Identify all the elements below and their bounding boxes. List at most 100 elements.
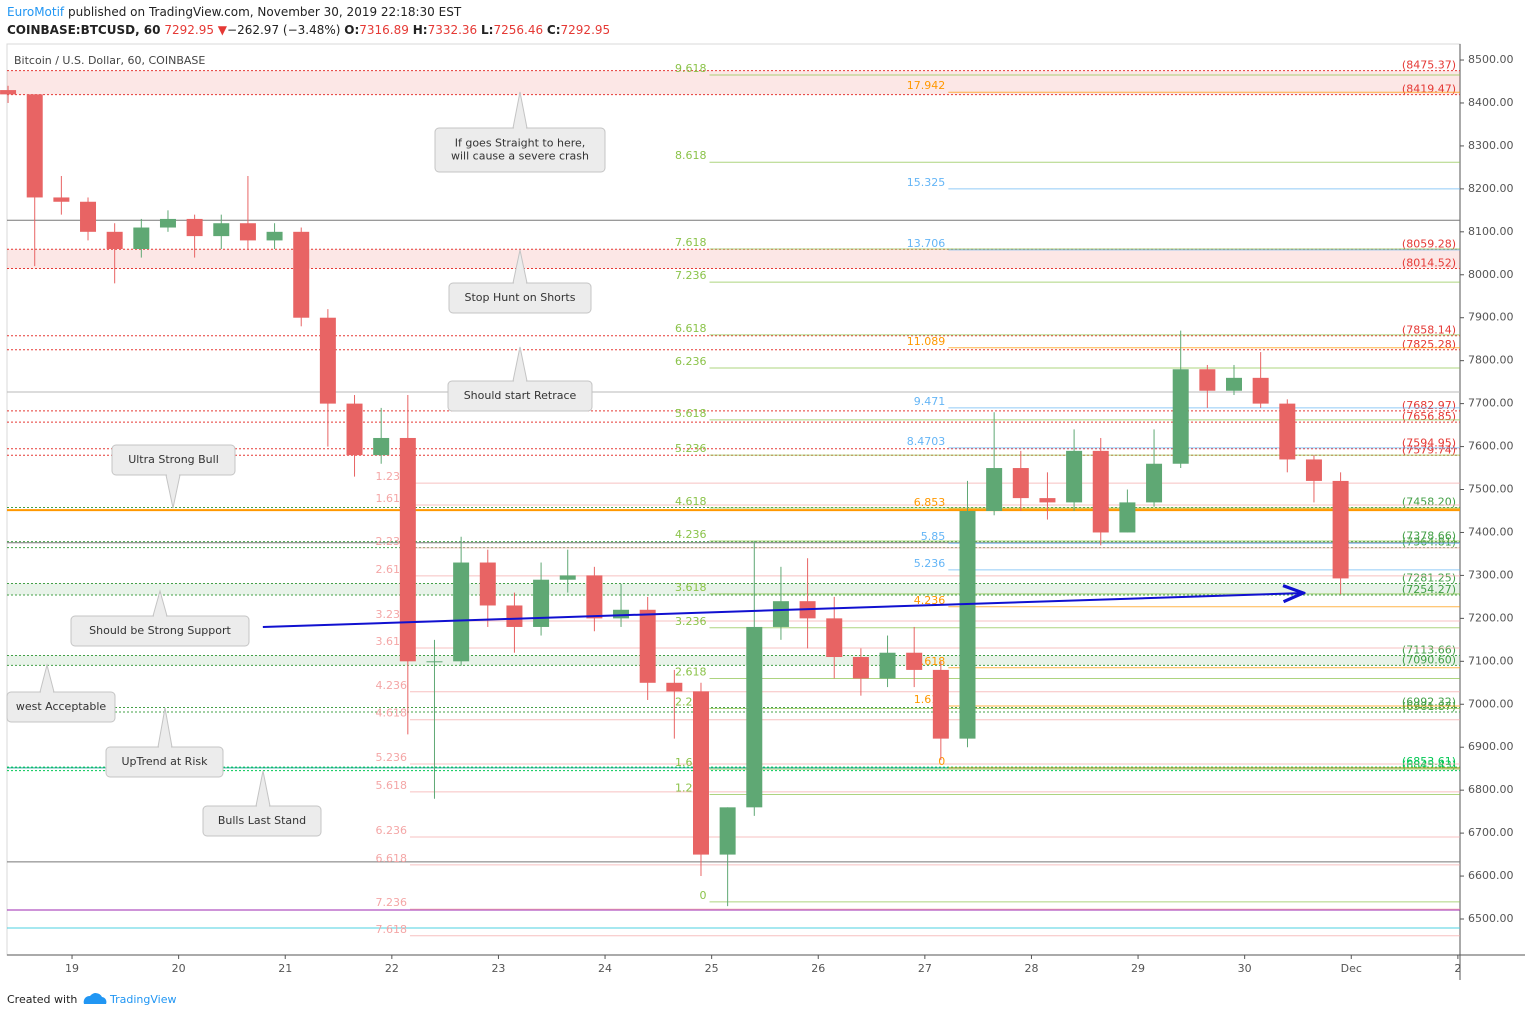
- candle-body: [1305, 459, 1322, 481]
- y-tick-label: 7900.00: [1468, 311, 1514, 324]
- callout-text: Should be Strong Support: [89, 624, 231, 637]
- level-label: (7458.20): [1402, 495, 1456, 508]
- fib-label: 1.236: [375, 470, 407, 483]
- candle-body: [426, 661, 443, 663]
- author[interactable]: EuroMotif: [7, 5, 65, 19]
- ohlc-value: 7292.95: [561, 23, 611, 37]
- fib-label: 2.236: [375, 535, 407, 548]
- fib-label: 6.236: [375, 824, 407, 837]
- x-tick-label: 26: [811, 962, 825, 975]
- x-tick-label: 29: [1131, 962, 1145, 975]
- callout: If goes Straight to here,will cause a se…: [434, 91, 606, 173]
- ohlc-key: C:: [547, 23, 561, 37]
- candle-body: [559, 575, 576, 580]
- x-tick-label: 25: [705, 962, 719, 975]
- candle-body: [1199, 369, 1216, 391]
- candle-body: [1039, 498, 1056, 503]
- candle-body: [932, 669, 949, 739]
- callout-pointer: [512, 249, 528, 284]
- fib-label: 4.618: [375, 707, 407, 720]
- callout-text: Ultra Strong Bull: [128, 453, 219, 466]
- ohlc-value: 7332.36: [428, 23, 478, 37]
- fib-label: 4.618: [675, 495, 707, 508]
- fib-label: 4.236: [914, 594, 946, 607]
- fib-label: 7.236: [375, 896, 407, 909]
- fib-label: 7.236: [675, 269, 707, 282]
- candle-body: [80, 201, 97, 232]
- y-tick-label: 8300.00: [1468, 139, 1514, 152]
- y-tick-label: 6500.00: [1468, 912, 1514, 925]
- trend-arrow: [262, 593, 1303, 628]
- published: published on TradingView.com, November 3…: [68, 5, 462, 19]
- candle-body: [266, 231, 283, 241]
- candle-body: [1119, 502, 1136, 533]
- y-tick-label: 7600.00: [1468, 440, 1514, 453]
- level-band: [7, 655, 1460, 666]
- fib-label: 11.089: [907, 335, 946, 348]
- ohlc-value: 7256.46: [493, 23, 543, 37]
- fib-label: 3.618: [675, 581, 707, 594]
- fib-label: 3.236: [675, 615, 707, 628]
- candle-body: [1172, 369, 1189, 464]
- ohlc-key: L:: [481, 23, 493, 37]
- callout-text: west Acceptable: [16, 700, 107, 713]
- x-tick-label: 30: [1238, 962, 1252, 975]
- candle-body: [1279, 403, 1296, 460]
- y-tick-label: 7200.00: [1468, 611, 1514, 624]
- candle-body: [1092, 450, 1109, 533]
- candle-body: [346, 403, 363, 456]
- candle-body: [106, 231, 123, 249]
- footer-brand[interactable]: TradingView: [109, 993, 176, 1006]
- callout: UpTrend at Risk: [105, 707, 224, 778]
- fib-label: 2.618: [675, 665, 707, 678]
- level-label: (8475.37): [1402, 59, 1456, 72]
- candle-body: [213, 223, 230, 237]
- fib-label: 2.618: [375, 563, 407, 576]
- callout-pointer: [39, 663, 55, 693]
- candle-body: [373, 437, 390, 456]
- fib-label: 4.236: [375, 679, 407, 692]
- callout-pointer: [165, 474, 181, 509]
- candle-body: [1066, 450, 1083, 503]
- callout: Should be Strong Support: [70, 589, 250, 647]
- callout-pointer: [157, 707, 173, 748]
- fib-label: 5.618: [375, 779, 407, 792]
- candle-body: [666, 682, 683, 692]
- candle-body: [293, 231, 310, 318]
- level-label: (7656.85): [1402, 410, 1456, 423]
- level-label: (7579.74): [1402, 443, 1456, 456]
- fib-label: 9.618: [675, 62, 707, 75]
- fib-label: 0: [938, 755, 945, 768]
- candle-body: [53, 197, 70, 202]
- y-tick-label: 7100.00: [1468, 654, 1514, 667]
- y-tick-label: 7500.00: [1468, 483, 1514, 496]
- callout-text: will cause a severe crash: [451, 150, 589, 163]
- callout-text: If goes Straight to here,: [455, 137, 586, 150]
- candle-body: [506, 605, 523, 627]
- candle-body: [613, 609, 630, 619]
- y-tick-label: 7400.00: [1468, 525, 1514, 538]
- candle-body: [453, 562, 470, 662]
- callout-text: Stop Hunt on Shorts: [465, 291, 576, 304]
- callout-pointer: [512, 91, 528, 129]
- x-tick-label: Dec: [1341, 962, 1362, 975]
- y-tick-label: 8000.00: [1468, 268, 1514, 281]
- y-tick-label: 6600.00: [1468, 869, 1514, 882]
- y-tick-label: 6900.00: [1468, 740, 1514, 753]
- level-band: [7, 583, 1460, 596]
- level-label: (7825.28): [1402, 338, 1456, 351]
- callout-pointer: [152, 589, 168, 617]
- x-tick-label: 2: [1454, 962, 1461, 975]
- fib-label: 6.618: [375, 852, 407, 865]
- header-line: EuroMotif published on TradingView.com, …: [7, 5, 462, 19]
- candle-body: [959, 510, 976, 739]
- level-label: (7090.60): [1402, 653, 1456, 666]
- level-label: (6845.43): [1402, 759, 1456, 772]
- fib-label: 5.236: [675, 442, 707, 455]
- fib-label: 8.618: [675, 149, 707, 162]
- y-tick-label: 7700.00: [1468, 397, 1514, 410]
- callout-text: Bulls Last Stand: [218, 814, 306, 827]
- x-tick-label: 21: [278, 962, 292, 975]
- x-tick-label: 27: [918, 962, 932, 975]
